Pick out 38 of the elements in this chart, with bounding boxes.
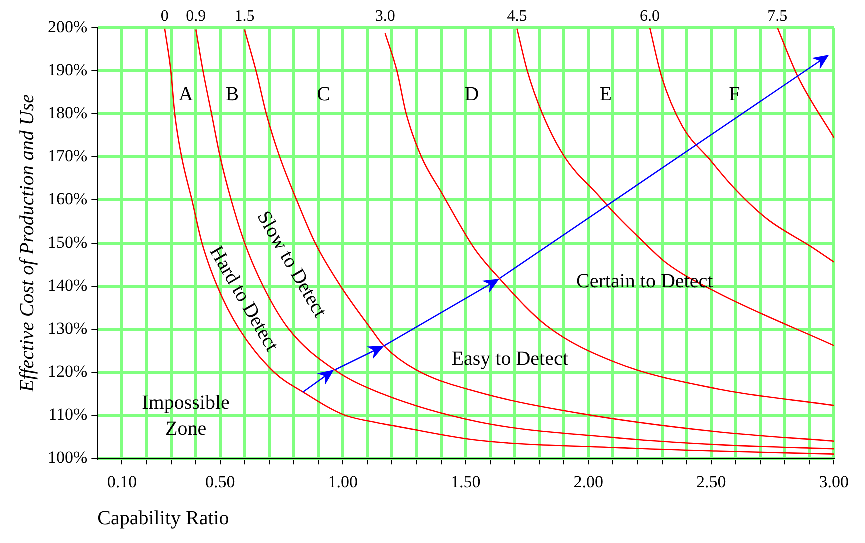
series-label: 0 [160,8,169,26]
y-tick-label: 140% [48,276,88,295]
annotation: F [729,83,740,106]
x-tick-label: 1.00 [328,472,358,492]
series-label: 4.5 [507,8,528,26]
y-tick-label: 160% [48,190,88,209]
x-axis-title: Capability Ratio [98,507,230,530]
annotation: B [226,83,240,106]
y-tick-label: 150% [48,232,88,252]
x-tick-label: 0.10 [107,472,138,492]
line-series [649,28,834,263]
annotation: Impossible Zone [142,392,230,440]
x-tick-label: 3.00 [819,472,849,492]
y-tick-label: 120% [48,362,88,381]
y-tick-label: 100% [48,448,88,468]
series-label: 7.5 [768,8,788,26]
series-label: 1.5 [234,8,255,26]
annotation: C [317,83,330,106]
x-tick-label: 2.00 [574,472,604,492]
x-tick-label: 0.50 [206,472,236,492]
y-axis-title: Effective Cost of Production and Use [16,94,38,394]
annotation: D [464,83,480,106]
x-tick-label: 1.50 [451,472,481,492]
x-tick-label: 2.50 [696,472,726,492]
annotation: Easy to Detect [452,348,569,370]
y-tick-label: 110% [48,405,88,424]
y-tick-label: 190% [48,60,88,80]
series-label: 6.0 [640,8,660,26]
y-tick-label: 180% [48,104,88,123]
y-tick-label: 170% [48,146,88,166]
annotation: A [178,83,194,106]
y-tick-label: 200% [48,17,88,36]
line-series [384,32,834,406]
series-label: 3.0 [375,8,396,26]
y-tick-label: 130% [48,318,88,338]
annotation: E [600,83,612,106]
series-label: 0.9 [186,8,206,26]
line-series [516,28,834,346]
